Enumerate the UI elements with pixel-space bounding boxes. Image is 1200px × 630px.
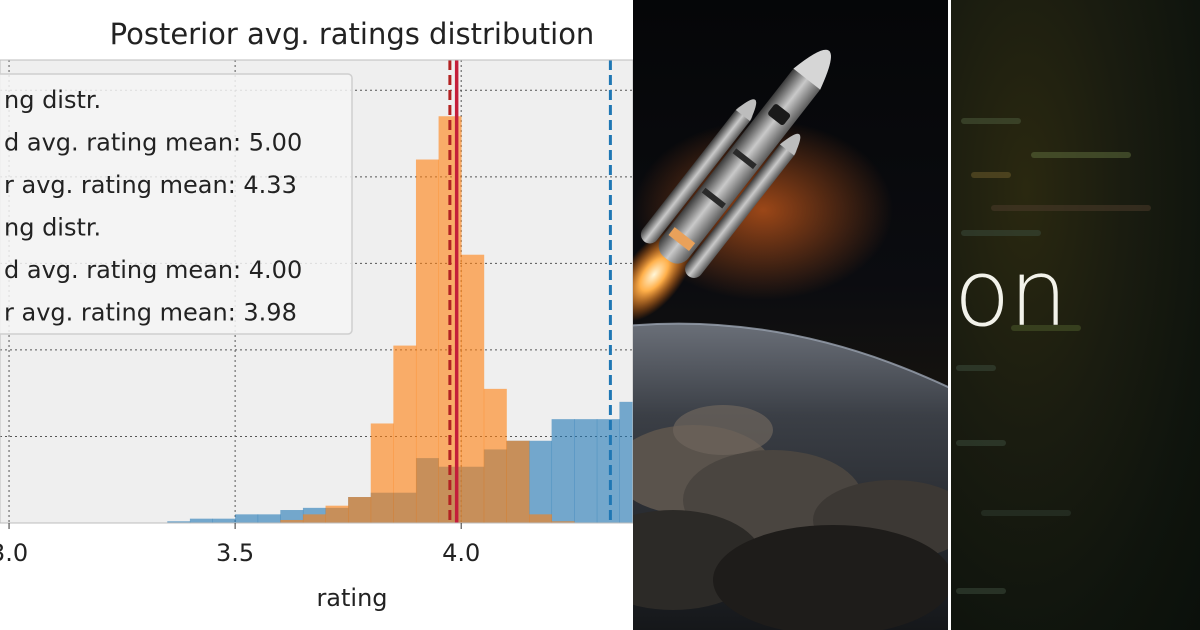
plot-border (0, 59, 633, 524)
reference-lines (448, 60, 612, 523)
histogram-bar-series-1 (167, 521, 191, 523)
code-line (956, 365, 996, 371)
x-ticks: 3.0 3.5 4.0 (0, 523, 480, 567)
code-line (961, 118, 1021, 124)
code-background-image (951, 0, 1200, 630)
histogram-bar-series-1 (235, 514, 259, 523)
histogram-bar-series-2 (551, 521, 575, 523)
code-line (981, 510, 1071, 516)
legend-entry: r avg. rating mean: 4.33 (4, 171, 297, 199)
histogram-bar-series-1 (257, 514, 281, 523)
histogram-chart: 3.0 3.5 4.0 ng distr. d avg. rating mean: 5… (0, 17, 633, 612)
histogram-bar-series-2 (325, 505, 349, 523)
chart-title: Posterior avg. ratings distribution (110, 17, 595, 51)
histogram-bar-series-2 (461, 254, 485, 524)
histogram-bar-series-1 (596, 419, 620, 523)
histogram-bar-series-1 (529, 440, 553, 523)
x-tick-label: 4.0 (442, 539, 480, 567)
code-line (956, 588, 1006, 594)
chart-panel: 3.0 3.5 4.0 ng distr. d avg. rating mean: 5… (0, 17, 633, 612)
histogram-bar-series-1 (189, 518, 213, 523)
histogram-bar-series-2 (348, 497, 372, 523)
code-line (991, 205, 1151, 211)
histogram-bar-series-2 (370, 423, 394, 523)
panel-divider (948, 0, 951, 630)
legend-entry: r avg. rating mean: 3.98 (4, 299, 297, 327)
histogram-bar-series-2 (280, 519, 304, 523)
rocket-illustration (633, 50, 948, 630)
legend-box (0, 73, 353, 335)
code-line (1031, 152, 1131, 158)
histogram-bar-series-2 (529, 514, 553, 523)
histogram-bar-series-2 (302, 514, 326, 523)
histogram-bar-series-1 (212, 518, 236, 523)
histogram-bar-series-2 (506, 440, 530, 523)
x-axis-label: rating (316, 584, 387, 612)
code-line (961, 230, 1041, 236)
histogram-bar-series-2 (393, 345, 417, 523)
code-panel-text: on (954, 240, 1068, 347)
code-line (1011, 325, 1081, 331)
histogram-bar-series-2 (415, 159, 439, 523)
code-line (956, 440, 1006, 446)
histogram-bar-series-2 (483, 388, 507, 523)
legend-entry: ng distr. (4, 214, 101, 242)
x-tick-label: 3.5 (216, 539, 254, 567)
rocket-image (633, 0, 948, 630)
legend: ng distr. d avg. rating mean: 5.00 r avg. … (0, 73, 353, 335)
x-tick-label: 3.0 (0, 539, 28, 567)
histogram-bar-series-1 (619, 401, 633, 523)
code-line (971, 172, 1011, 178)
histogram-bar-series-1 (574, 419, 598, 523)
legend-entry: d avg. rating mean: 4.00 (4, 256, 302, 284)
histogram-bar-series-1 (551, 419, 575, 523)
histogram-bar-series-1 (280, 510, 304, 523)
legend-entry: d avg. rating mean: 5.00 (4, 129, 302, 157)
legend-entry: ng distr. (4, 86, 101, 114)
